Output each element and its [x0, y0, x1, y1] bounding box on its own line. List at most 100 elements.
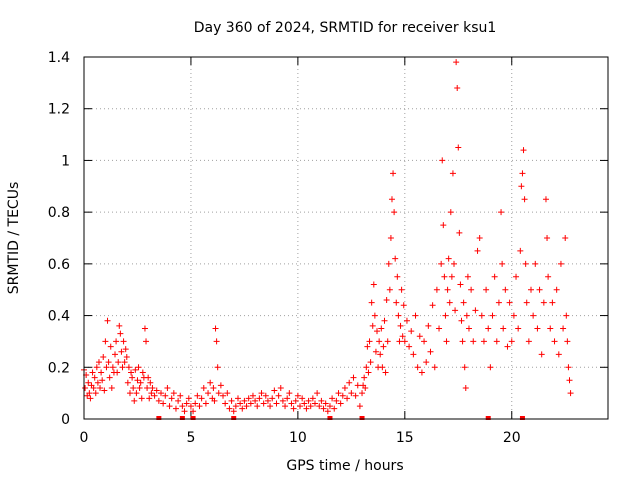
data-point [562, 235, 569, 241]
data-points [81, 59, 574, 420]
data-point [366, 338, 373, 345]
data-point [457, 281, 464, 288]
data-point [202, 400, 209, 407]
data-point [416, 333, 423, 340]
data-point [224, 390, 231, 397]
data-point [547, 325, 554, 332]
data-point [226, 405, 233, 412]
data-point [459, 338, 466, 345]
data-point [107, 343, 114, 350]
data-point [370, 281, 377, 288]
data-point [542, 196, 549, 203]
data-point [390, 170, 397, 177]
data-point [256, 395, 263, 402]
data-point [444, 286, 451, 293]
data-point [352, 392, 359, 399]
data-point [192, 400, 199, 407]
data-point [348, 390, 355, 397]
data-point [258, 390, 265, 397]
data-point [125, 364, 132, 371]
data-point [487, 364, 494, 371]
baseline-marker [179, 416, 185, 420]
data-point [448, 273, 455, 280]
data-point [87, 395, 94, 402]
data-point [212, 325, 219, 332]
data-point [374, 328, 381, 335]
data-point [385, 260, 392, 267]
data-point [141, 325, 148, 332]
data-point [464, 273, 471, 280]
data-point [135, 364, 142, 371]
data-point [384, 338, 391, 345]
data-point [489, 312, 496, 319]
data-point [567, 390, 574, 397]
data-point [324, 408, 331, 415]
data-point [388, 196, 395, 203]
plot-frame [83, 56, 609, 420]
data-point [439, 157, 446, 164]
data-point [93, 364, 100, 371]
data-point [211, 397, 218, 404]
data-point [329, 395, 336, 402]
data-point [138, 395, 145, 402]
data-point [190, 408, 197, 415]
data-point [412, 312, 419, 319]
data-point [523, 299, 530, 306]
data-point [368, 299, 375, 306]
data-point [376, 338, 383, 345]
data-point [114, 369, 121, 376]
data-point [133, 390, 140, 397]
data-point [172, 405, 179, 412]
x-tick-label: 15 [396, 430, 414, 446]
data-point [447, 209, 454, 216]
data-point [130, 384, 137, 391]
data-point [128, 369, 135, 376]
data-point [320, 405, 327, 412]
data-point [196, 403, 203, 410]
data-point [331, 405, 338, 412]
data-point [410, 351, 417, 358]
data-point [120, 338, 127, 345]
data-point [230, 408, 237, 415]
data-point [478, 312, 485, 319]
data-point [442, 312, 449, 319]
data-point [105, 359, 112, 366]
y-tick-label: 0.4 [48, 309, 70, 325]
data-point [294, 392, 301, 399]
data-point [243, 403, 250, 410]
data-point [423, 359, 430, 366]
data-point [264, 397, 271, 404]
data-point [333, 397, 340, 404]
data-point [148, 390, 155, 397]
data-point [124, 379, 131, 386]
data-point [369, 322, 376, 329]
data-point [520, 147, 527, 154]
data-point [164, 384, 171, 391]
data-point [254, 403, 261, 410]
data-point [162, 392, 169, 399]
data-point [194, 392, 201, 399]
data-point [438, 260, 445, 267]
data-point [183, 400, 190, 407]
data-point [540, 299, 547, 306]
data-point [502, 286, 509, 293]
data-point [346, 379, 353, 386]
data-point [395, 312, 402, 319]
data-point [316, 403, 323, 410]
data-point [549, 299, 556, 306]
data-point [382, 369, 389, 376]
y-tick-label: 0.6 [48, 257, 70, 273]
data-point [210, 384, 217, 391]
data-point [408, 328, 415, 335]
data-point [425, 322, 432, 329]
data-point [170, 390, 177, 397]
data-point [517, 247, 524, 254]
data-point [361, 374, 368, 381]
data-point [247, 400, 254, 407]
data-point [239, 405, 246, 412]
data-point [519, 170, 526, 177]
y-tick-label: 0.8 [48, 205, 70, 221]
baseline-marker [359, 416, 365, 420]
data-point [252, 397, 259, 404]
data-point [441, 273, 448, 280]
